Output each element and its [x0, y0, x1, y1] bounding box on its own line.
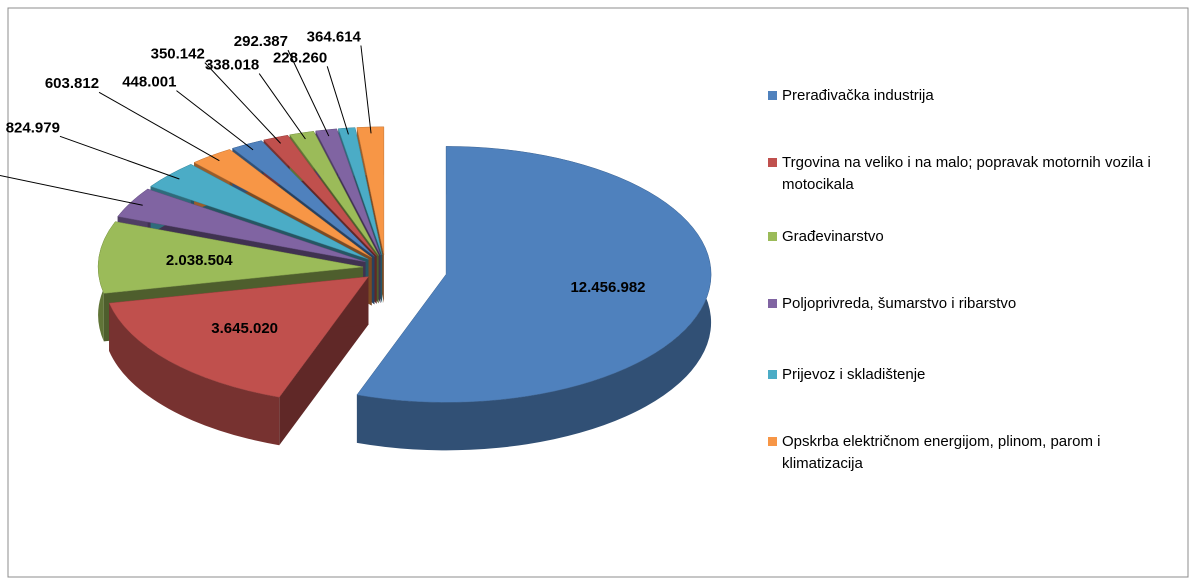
legend-item: Poljoprivreda, šumarstvo i ribarstvo — [768, 293, 1182, 315]
data-label: 824.979 — [6, 119, 60, 136]
legend-label: Poljoprivreda, šumarstvo i ribarstvo — [782, 295, 1017, 312]
leader-line — [204, 62, 281, 144]
slice — [108, 276, 369, 398]
legend-swatch — [768, 437, 777, 446]
legend-item: Građevinarstvo — [768, 226, 1182, 248]
leader-line — [258, 73, 306, 140]
leader-line — [176, 90, 254, 151]
slice — [117, 188, 366, 263]
legend-item: Opskrba električnom energijom, plinom, p… — [768, 431, 1182, 475]
slice — [150, 164, 369, 260]
legend-swatch — [768, 91, 777, 100]
leader-line — [326, 66, 349, 135]
slice — [231, 140, 375, 257]
slice-side — [109, 303, 280, 446]
data-label: 338.018 — [205, 57, 259, 74]
data-label: 350.142 — [151, 46, 205, 63]
legend-swatch — [768, 370, 777, 379]
data-label: 292.387 — [234, 33, 288, 50]
legend-label: Građevinarstvo — [782, 228, 884, 245]
legend-swatch — [768, 299, 777, 308]
legend-label: Opskrba električnom energijom, plinom, p… — [782, 433, 1101, 472]
labels: 12.456.9823.645.0202.038.504869.827824.9… — [0, 28, 646, 337]
legend-item: Trgovina na veliko i na malo; popravak m… — [768, 152, 1182, 196]
slice — [97, 221, 364, 294]
legend-label: Trgovina na veliko i na malo; popravak m… — [782, 154, 1151, 193]
leader-line — [287, 49, 330, 137]
leader-line — [98, 91, 220, 162]
data-label: 228.260 — [273, 49, 327, 66]
legend-item: Prijevoz i skladištenje — [768, 364, 1182, 386]
slice-tops — [97, 126, 712, 403]
slice — [356, 146, 712, 403]
data-label: 364.614 — [307, 28, 362, 45]
leader-line — [360, 45, 372, 134]
data-label: 12.456.982 — [570, 279, 645, 296]
legend-swatch — [768, 158, 777, 167]
legend-swatch — [768, 232, 777, 241]
data-label: 448.001 — [122, 74, 176, 91]
data-label: 603.812 — [45, 75, 99, 92]
leader-line — [59, 135, 180, 180]
leader-line — [0, 175, 143, 206]
data-label: 2.038.504 — [166, 252, 233, 269]
legend-item: Prerađivačka industrija — [768, 85, 1182, 107]
legend-label: Prerađivačka industrija — [782, 87, 934, 104]
legend-label: Prijevoz i skladištenje — [782, 366, 926, 383]
data-label: 3.645.020 — [211, 320, 278, 337]
